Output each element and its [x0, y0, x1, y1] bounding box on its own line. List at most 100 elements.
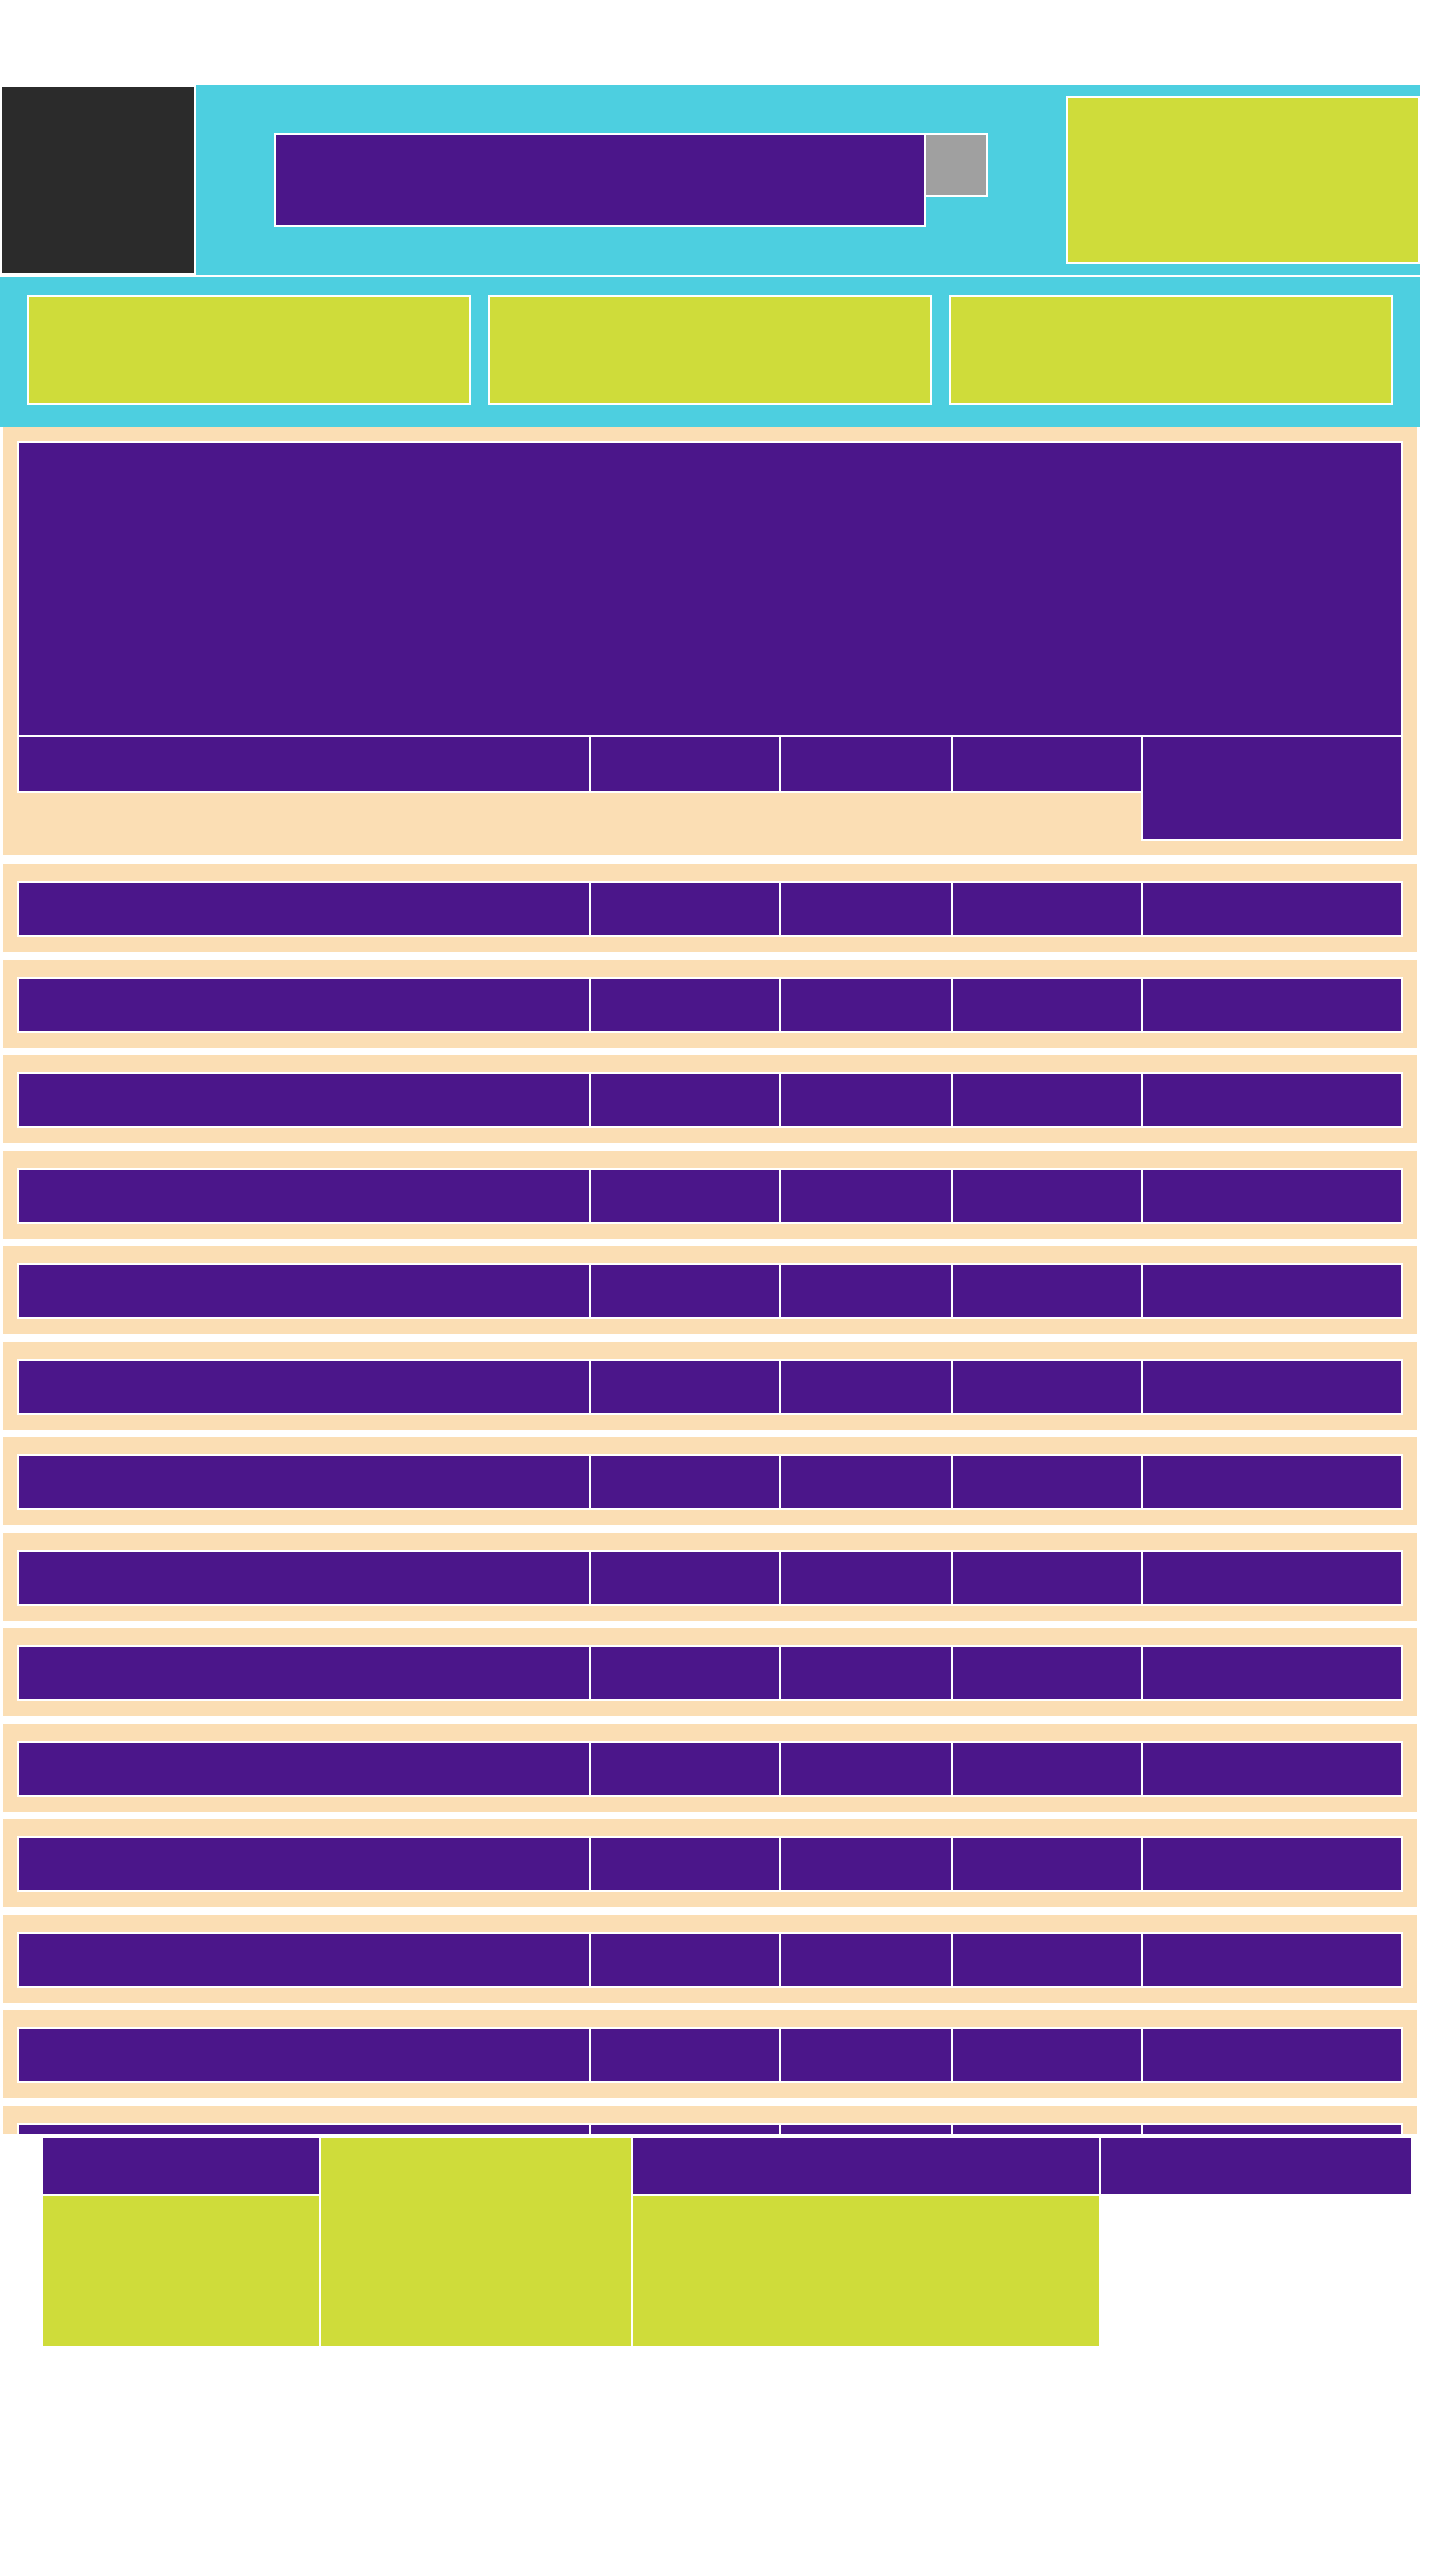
table-row[interactable]	[3, 2106, 1417, 2134]
table-cell	[17, 1550, 591, 1606]
table-cell	[1141, 1072, 1403, 1128]
table-cell	[779, 1072, 953, 1128]
table-cell	[951, 1072, 1143, 1128]
table-cell	[951, 1359, 1143, 1415]
search-input[interactable]	[274, 133, 926, 227]
footer-block-1[interactable]	[41, 2194, 321, 2348]
table-cell	[589, 1263, 781, 1319]
table-cell	[779, 1932, 953, 1988]
table-cell	[951, 1168, 1143, 1224]
table-cell	[779, 1836, 953, 1892]
table-cell	[17, 1741, 591, 1797]
table-cell	[17, 881, 591, 937]
table-cell	[589, 1550, 781, 1606]
table-cell	[1141, 1359, 1403, 1415]
table-cell	[589, 1741, 781, 1797]
table-cell	[1141, 1741, 1403, 1797]
table-row[interactable]	[3, 1437, 1417, 1525]
table-cell	[17, 1836, 591, 1892]
table-cell	[779, 1168, 953, 1224]
table-cell	[1141, 2123, 1403, 2134]
table-cell	[951, 977, 1143, 1033]
table-row[interactable]	[3, 1533, 1417, 1621]
table-cell	[589, 1359, 781, 1415]
table-cell	[779, 1741, 953, 1797]
table-row[interactable]	[3, 1151, 1417, 1239]
tab-2[interactable]	[488, 295, 932, 405]
table-cell	[951, 2027, 1143, 2083]
hero-column-1	[17, 735, 591, 793]
table-cell	[779, 1645, 953, 1701]
table-cell	[589, 881, 781, 937]
table-cell	[779, 1550, 953, 1606]
table-cell	[17, 1454, 591, 1510]
table-row[interactable]	[3, 1246, 1417, 1334]
hero-column-4	[951, 735, 1143, 793]
footer-block-2[interactable]	[319, 2136, 633, 2348]
table-cell	[1141, 1168, 1403, 1224]
table-cell	[589, 977, 781, 1033]
tab-1[interactable]	[27, 295, 471, 405]
table-row[interactable]	[3, 2010, 1417, 2098]
table-cell	[589, 1836, 781, 1892]
table-cell	[779, 1359, 953, 1415]
table-cell	[589, 1645, 781, 1701]
footer-heading-3	[1099, 2136, 1413, 2196]
table-cell	[17, 2027, 591, 2083]
footer-heading-2	[631, 2136, 1101, 2196]
table-cell	[17, 1072, 591, 1128]
table-cell	[779, 1454, 953, 1510]
logo[interactable]	[0, 85, 196, 275]
table-cell	[589, 1072, 781, 1128]
table-cell	[779, 2027, 953, 2083]
table-cell	[17, 1168, 591, 1224]
table-cell	[589, 1932, 781, 1988]
table-cell	[1141, 1263, 1403, 1319]
table-cell	[951, 881, 1143, 937]
table-cell	[951, 1454, 1143, 1510]
rows-list	[0, 860, 1420, 2134]
table-cell	[779, 2123, 953, 2134]
table-cell	[589, 1454, 781, 1510]
table-cell	[17, 1645, 591, 1701]
table-row[interactable]	[3, 1055, 1417, 1143]
table-cell	[17, 1932, 591, 1988]
table-cell	[951, 1263, 1143, 1319]
table-row[interactable]	[3, 1915, 1417, 2003]
search-button[interactable]	[924, 133, 988, 197]
table-cell	[17, 977, 591, 1033]
hero-banner[interactable]	[17, 441, 1403, 737]
table-cell	[951, 1550, 1143, 1606]
account-button[interactable]	[1066, 96, 1420, 264]
table-row[interactable]	[3, 1342, 1417, 1430]
table-cell	[17, 2123, 591, 2134]
table-cell	[17, 1263, 591, 1319]
hero-column-3	[779, 735, 953, 793]
hero-action-button[interactable]	[1141, 735, 1403, 841]
table-row[interactable]	[3, 1724, 1417, 1812]
table-cell	[951, 2123, 1143, 2134]
table-cell	[1141, 881, 1403, 937]
table-cell	[779, 977, 953, 1033]
table-row[interactable]	[3, 1628, 1417, 1716]
table-cell	[1141, 1454, 1403, 1510]
table-row[interactable]	[3, 1819, 1417, 1907]
table-cell	[1141, 1932, 1403, 1988]
table-cell	[779, 1263, 953, 1319]
table-cell	[17, 1359, 591, 1415]
footer-heading-1	[41, 2136, 321, 2196]
table-cell	[1141, 1550, 1403, 1606]
footer-block-3[interactable]	[631, 2194, 1101, 2348]
table-cell	[589, 2027, 781, 2083]
tab-3[interactable]	[949, 295, 1393, 405]
table-cell	[589, 1168, 781, 1224]
table-cell	[1141, 977, 1403, 1033]
table-cell	[951, 1645, 1143, 1701]
table-cell	[779, 881, 953, 937]
table-cell	[951, 1932, 1143, 1988]
table-row[interactable]	[3, 864, 1417, 952]
hero-column-2	[589, 735, 781, 793]
table-row[interactable]	[3, 960, 1417, 1048]
table-cell	[951, 1741, 1143, 1797]
table-cell	[951, 1836, 1143, 1892]
